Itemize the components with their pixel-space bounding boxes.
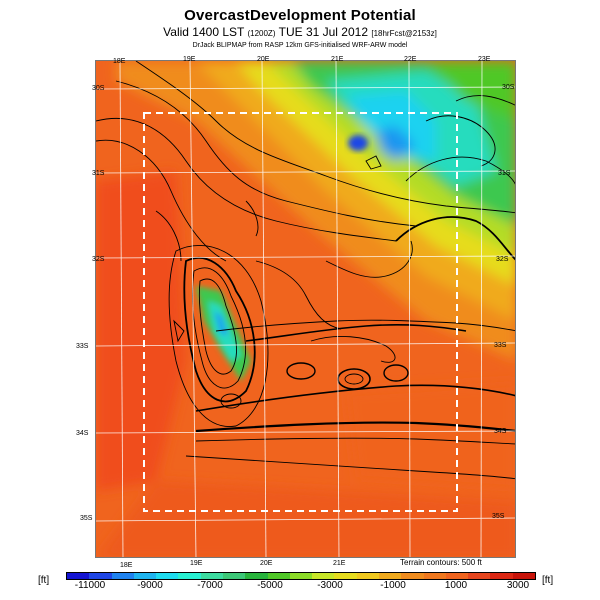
lat-label-left-35s: 35S <box>80 515 93 522</box>
terrain-contours <box>96 61 515 480</box>
lat-label-left-31s: 31S <box>92 170 105 177</box>
terrain-contour-note: Terrain contours: 500 ft <box>400 558 482 567</box>
colorbar-tick: -9000 <box>137 580 163 591</box>
colorbar-unit-left: [ft] <box>38 575 50 586</box>
colorbar-swatch <box>67 573 90 579</box>
forecast-map <box>95 60 516 558</box>
lat-label-left-33s: 33S <box>76 343 89 350</box>
lat-label-left-34s: 34S <box>76 430 89 437</box>
lon-label-top-18e: 18E <box>113 58 126 65</box>
colorbar-tick: -11000 <box>74 580 106 591</box>
colorbar-swatch <box>312 573 335 579</box>
lon-label-top-19e: 19E <box>183 56 196 63</box>
valid-time-utc: (1200Z) <box>247 29 276 38</box>
lon-label-bottom-18e: 18E <box>120 562 133 569</box>
lat-label-right-30s: 30S <box>502 84 515 91</box>
colorbar-swatch <box>468 573 491 579</box>
blue-spot <box>348 135 368 151</box>
forecast-map-graphic <box>96 61 515 557</box>
colorbar-tick: -1000 <box>380 580 406 591</box>
colorbar <box>66 572 536 580</box>
colorbar-swatch <box>133 573 157 579</box>
colorbar-swatch <box>334 573 357 579</box>
lon-label-bottom-20e: 20E <box>260 560 273 567</box>
lat-label-right-33s: 33S <box>494 342 507 349</box>
colorbar-swatch <box>89 573 112 579</box>
colorbar-swatch <box>111 573 134 579</box>
colorbar-swatch <box>401 573 424 579</box>
lon-label-top-22e: 22E <box>404 56 417 63</box>
field-shading <box>96 61 515 557</box>
lat-label-right-35s: 35S <box>492 513 505 520</box>
colorbar-unit-right: [ft] <box>542 575 554 586</box>
colorbar-swatch <box>512 573 535 579</box>
colorbar-swatch <box>178 573 201 579</box>
lat-label-right-34s: 34S <box>494 428 507 435</box>
chart-subtitle: Valid 1400 LST (1200Z) TUE 31 Jul 2012 [… <box>0 25 600 39</box>
colorbar-tick: -5000 <box>257 580 283 591</box>
colorbar-tick: 3000 <box>506 580 530 591</box>
lon-label-bottom-19e: 19E <box>190 560 203 567</box>
valid-time: Valid 1400 LST <box>163 25 245 39</box>
model-credit: DrJack BLIPMAP from RASP 12km GFS-initia… <box>192 42 408 49</box>
colorbar-tick: -7000 <box>197 580 223 591</box>
inner-domain-box <box>143 112 458 512</box>
colorbar-swatch <box>267 573 290 579</box>
colorbar-swatch <box>423 573 446 579</box>
colorbar-swatch <box>356 573 379 579</box>
lat-label-right-32s: 32S <box>496 256 509 263</box>
colorbar-tick: -3000 <box>317 580 343 591</box>
forecast-tag: [18hrFcst@2153z] <box>371 29 437 38</box>
lat-lon-grid <box>96 61 515 557</box>
colorbar-swatch <box>445 573 469 579</box>
valid-date: TUE 31 Jul 2012 <box>278 25 368 39</box>
colorbar-swatch <box>289 573 313 579</box>
colorbar-swatch <box>200 573 223 579</box>
lat-label-left-30s: 30S <box>92 85 105 92</box>
colorbar-swatch <box>156 573 179 579</box>
lat-label-right-31s: 31S <box>498 170 511 177</box>
lon-label-top-23e: 23E <box>478 56 491 63</box>
colorbar-swatch <box>222 573 246 579</box>
lat-label-left-32s: 32S <box>92 256 105 263</box>
chart-title: OvercastDevelopment Potential <box>184 7 416 24</box>
colorbar-tick: 1000 <box>444 580 468 591</box>
lon-label-top-20e: 20E <box>257 56 270 63</box>
lon-label-bottom-21e: 21E <box>333 560 346 567</box>
colorbar-swatch <box>490 573 513 579</box>
lon-label-top-21e: 21E <box>331 56 344 63</box>
colorbar-swatch <box>245 573 268 579</box>
colorbar-swatch <box>378 573 402 579</box>
